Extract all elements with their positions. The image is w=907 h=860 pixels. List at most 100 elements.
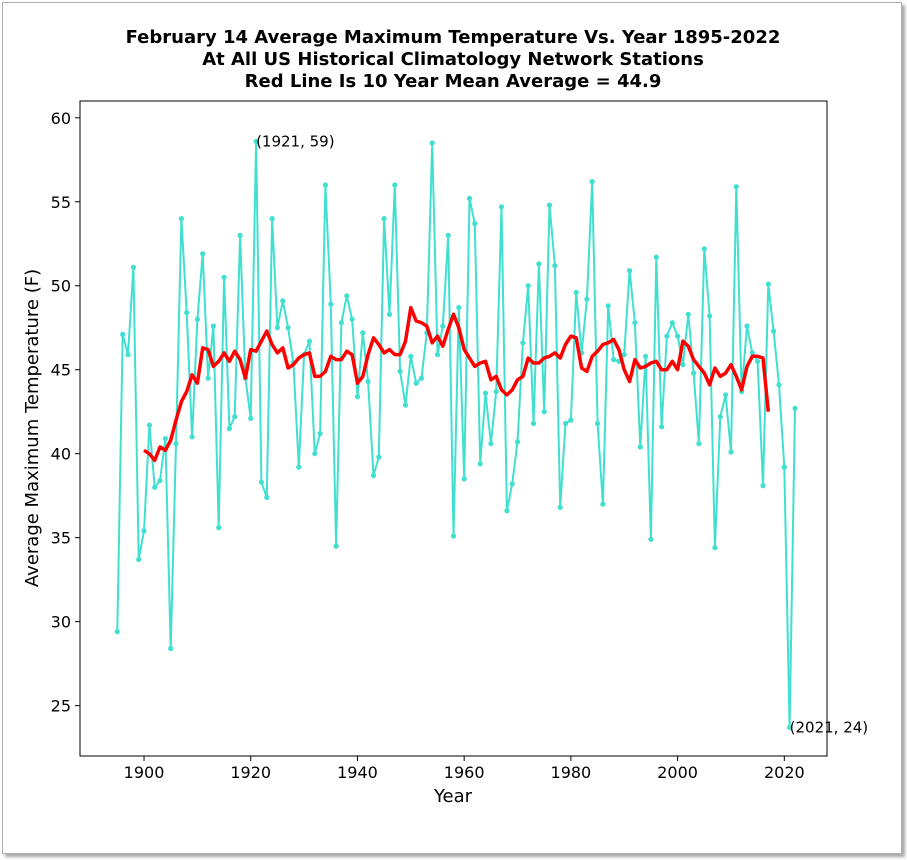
data-point <box>349 316 355 322</box>
data-point <box>376 454 382 460</box>
data-point <box>120 331 126 337</box>
x-axis-label: Year <box>433 786 473 807</box>
data-point <box>562 420 569 427</box>
data-point <box>664 333 670 339</box>
data-point <box>493 389 499 395</box>
title-line-3: Red Line Is 10 Year Mean Average = 44.9 <box>245 71 662 92</box>
data-point <box>755 358 761 364</box>
data-point <box>157 478 163 484</box>
data-point <box>413 380 419 386</box>
data-point <box>216 525 222 531</box>
data-point <box>536 261 542 267</box>
y-tick-label: 55 <box>51 193 71 212</box>
series-layer <box>114 138 798 731</box>
data-point <box>317 430 323 437</box>
annotations: (1921, 59) (2021, 24) <box>256 132 868 736</box>
data-point <box>322 182 328 188</box>
y-axis-ticks: 25 30 35 40 45 50 55 60 <box>51 109 80 716</box>
x-tick-label: 1920 <box>230 763 271 782</box>
data-point <box>712 545 718 551</box>
data-point <box>296 464 302 470</box>
data-point <box>781 464 787 470</box>
y-axis-label: Average Maximum Temperature (F) <box>22 269 43 587</box>
data-point <box>595 420 601 427</box>
data-point <box>728 449 734 455</box>
y-tick-label: 25 <box>51 697 71 716</box>
annotation-label: (1921, 59) <box>256 132 335 150</box>
data-point <box>643 353 649 359</box>
data-point <box>269 216 275 222</box>
data-point <box>434 352 441 358</box>
data-point <box>472 221 478 227</box>
data-point <box>221 274 227 280</box>
data-point <box>338 320 344 326</box>
data-point <box>509 481 515 487</box>
y-tick-label: 35 <box>51 529 71 548</box>
data-point <box>189 434 195 440</box>
x-axis-ticks: 1900 1920 1940 1960 1980 2000 2020 <box>124 756 805 782</box>
data-point <box>130 264 136 270</box>
data-point <box>274 325 280 331</box>
data-point <box>429 140 435 146</box>
data-point <box>226 425 232 432</box>
data-point <box>733 184 739 190</box>
y-tick-label: 50 <box>51 277 71 296</box>
annual-series-line <box>116 140 796 729</box>
data-point <box>520 340 526 346</box>
data-point <box>707 313 713 319</box>
data-point <box>306 338 312 344</box>
data-point <box>264 494 270 500</box>
data-point <box>653 254 659 260</box>
data-point <box>333 543 339 549</box>
data-point <box>477 461 483 467</box>
data-point <box>765 281 771 287</box>
data-point <box>354 394 361 400</box>
data-point <box>792 405 798 411</box>
data-point <box>466 195 473 201</box>
data-point <box>450 533 457 539</box>
data-point <box>418 375 425 381</box>
data-point <box>787 724 793 731</box>
data-point <box>125 352 131 358</box>
ten-year-mean-line <box>143 305 771 463</box>
data-point <box>141 528 147 534</box>
data-point <box>280 298 286 304</box>
data-point <box>744 323 750 329</box>
data-point <box>648 536 654 542</box>
data-point <box>237 232 243 238</box>
data-point <box>611 357 617 363</box>
data-point <box>162 436 168 442</box>
data-point <box>691 370 697 376</box>
data-point <box>605 303 611 309</box>
data-point <box>482 390 489 396</box>
data-point <box>488 441 494 447</box>
x-tick-label: 2020 <box>764 763 805 782</box>
x-tick-label: 1900 <box>124 763 165 782</box>
y-tick-label: 60 <box>51 109 71 128</box>
data-point <box>552 263 558 269</box>
x-tick-label: 1980 <box>551 763 592 782</box>
data-point <box>328 301 334 307</box>
data-point <box>776 382 782 388</box>
data-point <box>632 320 638 326</box>
data-point <box>546 202 553 208</box>
data-point <box>408 353 414 359</box>
data-point <box>749 350 755 356</box>
data-point <box>312 451 318 457</box>
data-point <box>386 311 393 317</box>
y-tick-label: 40 <box>51 445 71 464</box>
title-line-1: February 14 Average Maximum Temperature … <box>126 27 781 48</box>
data-point <box>440 323 446 329</box>
data-point <box>589 179 595 185</box>
data-point <box>397 368 403 374</box>
data-point <box>541 409 547 415</box>
title-line-2: At All US Historical Climatology Network… <box>202 49 704 70</box>
plot-area <box>79 100 828 757</box>
data-point <box>659 424 665 430</box>
data-point <box>285 325 291 331</box>
data-point <box>248 415 254 421</box>
x-tick-label: 1960 <box>444 763 485 782</box>
data-point <box>178 216 184 222</box>
data-point <box>514 439 521 445</box>
